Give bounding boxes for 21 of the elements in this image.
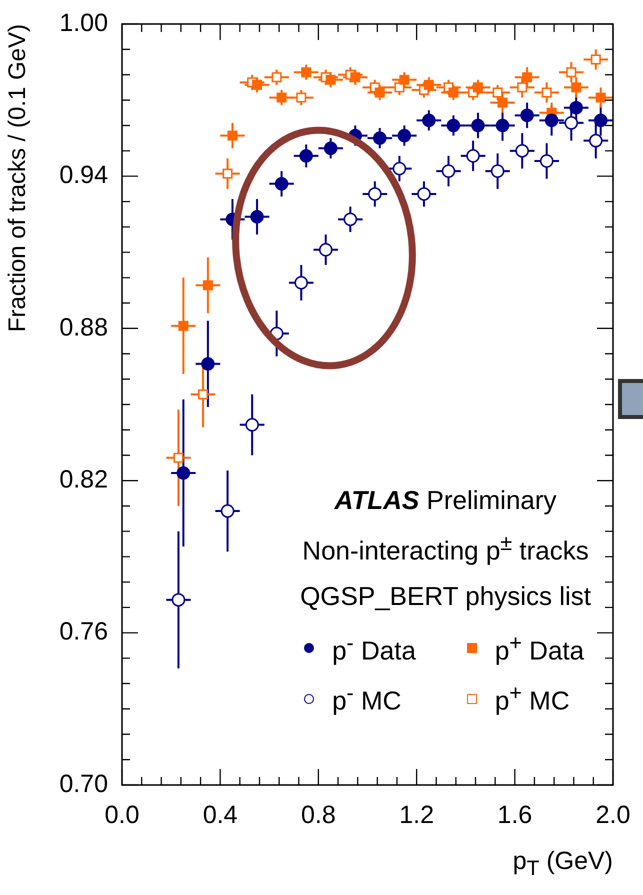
x-tick-label: 0.0 xyxy=(104,800,140,829)
legend-label: p$^{-}$ Data xyxy=(332,630,416,666)
x-tick-label: 1.2 xyxy=(399,800,434,829)
y-tick-label: 0.82 xyxy=(59,465,108,494)
annotation: ATLAS Preliminary xyxy=(334,485,557,516)
y-axis-title: Fraction of tracks / (0.1 GeV) xyxy=(4,24,32,332)
y-tick-label: 0.94 xyxy=(59,161,108,190)
y-tick-label: 0.70 xyxy=(59,770,108,798)
y-tick-label: 1.00 xyxy=(59,8,108,37)
annotation: Non-interacting p$^{±}$ tracks xyxy=(301,530,590,567)
x-axis-title: p$_{T}$ (GeV) xyxy=(512,847,613,881)
annotation: QGSP_BERT physics list xyxy=(300,580,591,612)
x-tick-label: 1.6 xyxy=(497,800,532,829)
legend-label: p$^{+}$ MC xyxy=(494,680,570,717)
x-tick-label: 0.4 xyxy=(202,800,238,829)
y-tick-label: 0.76 xyxy=(59,618,108,646)
legend-label: p$^{+}$ Data xyxy=(494,630,584,666)
y-tick-label: 0.88 xyxy=(59,313,108,342)
x-tick-label: 2.0 xyxy=(596,800,630,829)
x-tick-label: 0.8 xyxy=(301,800,336,829)
legend-label: p$^{-}$ MC xyxy=(332,680,402,717)
